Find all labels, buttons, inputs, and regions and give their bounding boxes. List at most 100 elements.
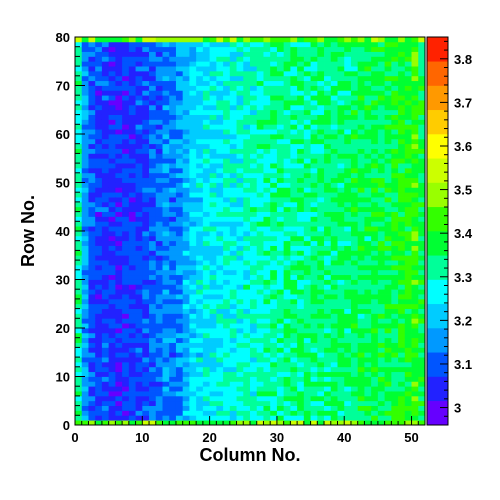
heatmap-cell (128, 197, 136, 203)
heatmap-cell (384, 167, 392, 174)
heatmap-cell (196, 37, 204, 43)
heatmap-cell (263, 376, 271, 382)
heatmap-cell (290, 70, 298, 77)
heatmap-cell (384, 332, 392, 339)
heatmap-cell (229, 250, 237, 256)
heatmap-cell (303, 109, 311, 115)
heatmap-cell (182, 226, 190, 232)
heatmap-cell (303, 206, 311, 212)
heatmap-cell (115, 134, 123, 140)
heatmap-cell (371, 129, 379, 135)
heatmap-cell (243, 284, 251, 290)
heatmap-cell (236, 420, 244, 426)
heatmap-cell (391, 366, 399, 373)
heatmap-cell (250, 337, 258, 343)
heatmap-cell (209, 95, 217, 101)
heatmap-cell (310, 366, 318, 373)
heatmap-cell (324, 158, 332, 164)
heatmap-cell (350, 75, 359, 82)
heatmap-cell (324, 138, 332, 145)
heatmap-cell (276, 177, 285, 183)
heatmap-cell (350, 376, 359, 382)
colorbar-tick-label: 3.4 (454, 226, 473, 241)
heatmap-cell (128, 328, 136, 334)
heatmap-cell (398, 245, 406, 251)
heatmap-cell (236, 260, 244, 266)
heatmap-cell (115, 143, 123, 149)
heatmap-cell (337, 114, 345, 120)
heatmap-cell (297, 211, 305, 217)
heatmap-cell (371, 70, 379, 77)
heatmap-cell (371, 134, 379, 140)
heatmap-cell (371, 226, 379, 232)
heatmap-cell (162, 51, 170, 57)
heatmap-cell (196, 70, 204, 77)
heatmap-cell (175, 70, 184, 77)
heatmap-cell (310, 332, 318, 339)
heatmap-cell (276, 308, 285, 314)
heatmap-cell (324, 279, 332, 285)
heatmap-cell (88, 318, 96, 324)
heatmap-cell (115, 41, 123, 48)
heatmap-cell (330, 90, 338, 96)
heatmap-cell (330, 61, 338, 67)
heatmap-cell (324, 177, 332, 183)
heatmap-cell (115, 206, 123, 212)
heatmap-cell (169, 114, 177, 120)
heatmap-cell (250, 328, 258, 334)
heatmap-cell (270, 104, 278, 111)
heatmap-cell (128, 231, 136, 237)
heatmap-cell (398, 298, 406, 305)
heatmap-cell (135, 134, 143, 140)
heatmap-cell (81, 352, 89, 358)
heatmap-cell (108, 260, 116, 266)
heatmap-cell (256, 410, 264, 416)
heatmap-cell (317, 129, 325, 135)
heatmap-cell (317, 148, 325, 154)
heatmap-cell (142, 158, 150, 164)
heatmap-cell (404, 274, 412, 280)
heatmap-cell (216, 70, 224, 77)
heatmap-cell (243, 294, 251, 300)
heatmap-cell (162, 328, 170, 334)
heatmap-cell (384, 420, 392, 426)
heatmap-cell (344, 289, 352, 295)
heatmap-cell (357, 318, 365, 324)
heatmap-cell (283, 206, 291, 212)
heatmap-cell (175, 308, 184, 314)
heatmap-cell (391, 75, 399, 82)
heatmap-cell (155, 381, 163, 387)
heatmap-cell (418, 167, 426, 174)
heatmap-cell (88, 148, 96, 154)
heatmap-cell (256, 342, 264, 348)
heatmap-cell (263, 75, 271, 82)
heatmap-cell (418, 313, 426, 319)
heatmap-cell (216, 405, 224, 411)
heatmap-cell (418, 308, 426, 314)
heatmap-cell (310, 46, 318, 52)
heatmap-cell (223, 182, 231, 188)
heatmap-cell (135, 109, 143, 115)
heatmap-cell (223, 269, 231, 276)
heatmap-cell (81, 187, 89, 193)
heatmap-cell (115, 245, 123, 251)
heatmap-cell (263, 260, 271, 266)
heatmap-cell (101, 420, 110, 426)
heatmap-cell (337, 201, 345, 208)
heatmap-cell (108, 90, 116, 96)
heatmap-cell (404, 308, 412, 314)
heatmap-cell (209, 240, 217, 246)
heatmap-cell (95, 56, 103, 62)
heatmap-cell (290, 361, 298, 368)
heatmap-cell (142, 153, 150, 159)
heatmap-cell (81, 124, 89, 130)
heatmap-cell (250, 134, 258, 140)
heatmap-cell (142, 400, 150, 406)
heatmap-cell (189, 46, 197, 52)
heatmap-cell (297, 109, 305, 115)
heatmap-cell (229, 328, 237, 334)
heatmap-cell (149, 376, 157, 382)
heatmap-cell (236, 119, 244, 125)
heatmap-cell (162, 400, 170, 406)
heatmap-cell (162, 318, 170, 324)
